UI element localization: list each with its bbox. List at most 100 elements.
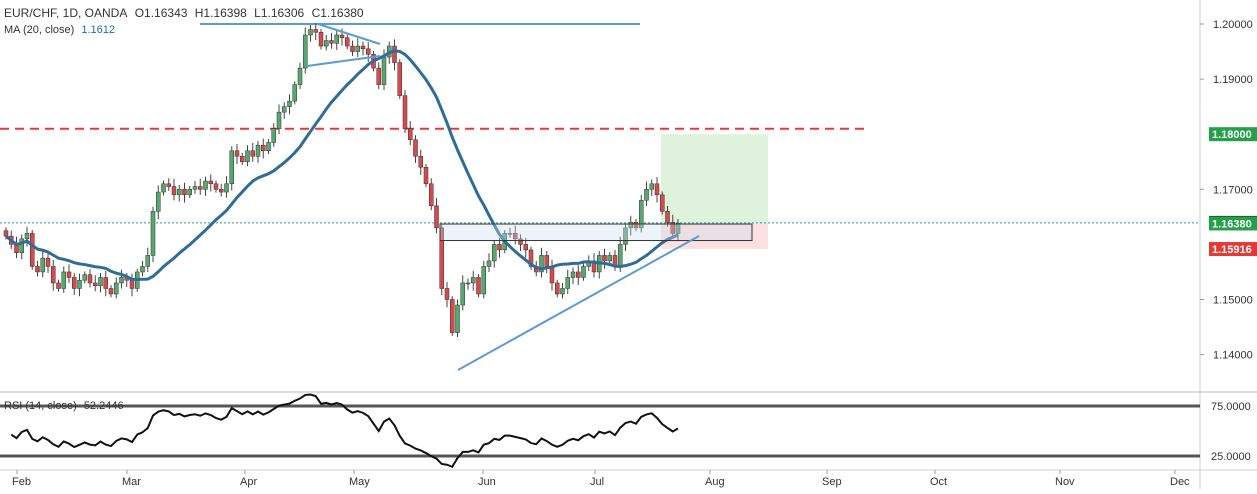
y-tick-label: 1.19000 bbox=[1213, 74, 1253, 86]
x-tick-label: May bbox=[349, 476, 370, 488]
candle-body bbox=[324, 40, 329, 47]
candle-body bbox=[114, 282, 119, 295]
candle-body bbox=[555, 282, 560, 295]
high-value: H1.16398 bbox=[194, 6, 247, 20]
candle-body bbox=[77, 279, 82, 289]
rsi-legend: RSI (14, close) 52.2446 bbox=[4, 400, 128, 412]
candle-body bbox=[108, 288, 114, 295]
candle-body bbox=[581, 266, 586, 278]
price-label-box bbox=[1209, 216, 1257, 231]
candle-body bbox=[539, 255, 544, 273]
candle-body bbox=[413, 139, 418, 157]
candle-body bbox=[119, 277, 124, 284]
ma-value: 1.1612 bbox=[81, 24, 116, 36]
x-tick-label: Jun bbox=[478, 476, 496, 488]
candle-body bbox=[140, 266, 145, 273]
candle-body bbox=[350, 45, 355, 52]
candle-body bbox=[460, 282, 465, 306]
candle-body bbox=[408, 128, 413, 140]
candle-body bbox=[518, 238, 523, 245]
x-tick-label: Apr bbox=[240, 476, 257, 488]
candle-body bbox=[481, 266, 486, 295]
candle-body bbox=[255, 144, 261, 157]
wedge-line-lower bbox=[306, 55, 381, 67]
y-tick-label: 1.17000 bbox=[1213, 184, 1253, 196]
symbol-header: EUR/CHF, 1D, OANDA O1.16343 H1.16398 L1.… bbox=[4, 6, 368, 20]
candle-body bbox=[61, 271, 66, 289]
candle-body bbox=[213, 183, 219, 190]
candle-body bbox=[318, 32, 324, 47]
candle-body bbox=[381, 56, 387, 85]
candle-body bbox=[339, 34, 345, 39]
candle-body bbox=[297, 67, 303, 85]
rsi-tick-label: 25.0000 bbox=[1211, 451, 1251, 463]
candle-body bbox=[523, 244, 528, 251]
candle-body bbox=[654, 183, 660, 196]
candle-body bbox=[303, 34, 308, 69]
rsi-line bbox=[10, 393, 679, 468]
consolidation-box bbox=[439, 223, 753, 242]
price-label-box bbox=[1209, 242, 1257, 257]
candle-body bbox=[229, 150, 234, 185]
ma-line bbox=[5, 49, 679, 282]
candle-body bbox=[250, 150, 255, 157]
candle-body bbox=[618, 244, 623, 267]
candle-body bbox=[156, 191, 161, 212]
candle-body bbox=[607, 255, 612, 262]
rsi-label: RSI (14, close) bbox=[4, 400, 77, 412]
candle-body bbox=[45, 257, 51, 267]
x-tick-label: Feb bbox=[12, 476, 31, 488]
candle-body bbox=[471, 277, 476, 284]
candle-body bbox=[402, 95, 408, 129]
candle-body bbox=[476, 277, 481, 295]
candle-body bbox=[644, 189, 649, 201]
candle-body bbox=[145, 255, 150, 267]
candle-body bbox=[576, 271, 581, 278]
candle-body bbox=[282, 106, 287, 113]
candles bbox=[3, 22, 681, 337]
candle-body bbox=[198, 186, 203, 190]
x-tick-label: Aug bbox=[705, 476, 725, 488]
candle-body bbox=[72, 277, 77, 289]
candle-body bbox=[171, 186, 177, 196]
candle-body bbox=[292, 84, 297, 102]
x-tick-label: Oct bbox=[930, 476, 947, 488]
candle-body bbox=[56, 282, 61, 289]
candle-body bbox=[450, 299, 455, 333]
candle-body bbox=[82, 274, 87, 281]
candle-body bbox=[219, 189, 224, 193]
wedge-line-upper bbox=[317, 23, 381, 45]
uptrend-line bbox=[457, 235, 700, 371]
candle-body bbox=[513, 233, 518, 240]
candle-body bbox=[30, 233, 35, 267]
candle-body bbox=[465, 282, 471, 285]
candle-body bbox=[66, 271, 72, 278]
candle-body bbox=[203, 180, 208, 190]
candle-body bbox=[444, 288, 450, 300]
candle-body bbox=[633, 222, 639, 229]
candle-body bbox=[287, 100, 292, 107]
candle-body bbox=[24, 233, 30, 240]
candle-body bbox=[224, 183, 229, 193]
candle-body bbox=[308, 29, 313, 36]
price-label-text: 1.16380 bbox=[1212, 218, 1252, 230]
candle-body bbox=[329, 40, 334, 44]
candle-body bbox=[35, 266, 40, 273]
candle-body bbox=[40, 257, 45, 273]
candle-body bbox=[161, 183, 166, 193]
y-tick-label: 1.15000 bbox=[1213, 295, 1253, 307]
y-tick-label: 1.20000 bbox=[1213, 19, 1253, 31]
close-value: C1.16380 bbox=[311, 6, 364, 20]
price-label-text: 1.15916 bbox=[1212, 244, 1252, 256]
candle-body bbox=[423, 167, 429, 185]
candle-body bbox=[565, 277, 570, 289]
candle-body bbox=[418, 155, 423, 168]
candle-body bbox=[187, 189, 192, 196]
candle-body bbox=[177, 189, 182, 196]
x-tick-label: Mar bbox=[122, 476, 141, 488]
candle-body bbox=[665, 211, 670, 223]
y-tick-label: 1.14000 bbox=[1213, 350, 1253, 362]
candle-body bbox=[192, 186, 198, 190]
